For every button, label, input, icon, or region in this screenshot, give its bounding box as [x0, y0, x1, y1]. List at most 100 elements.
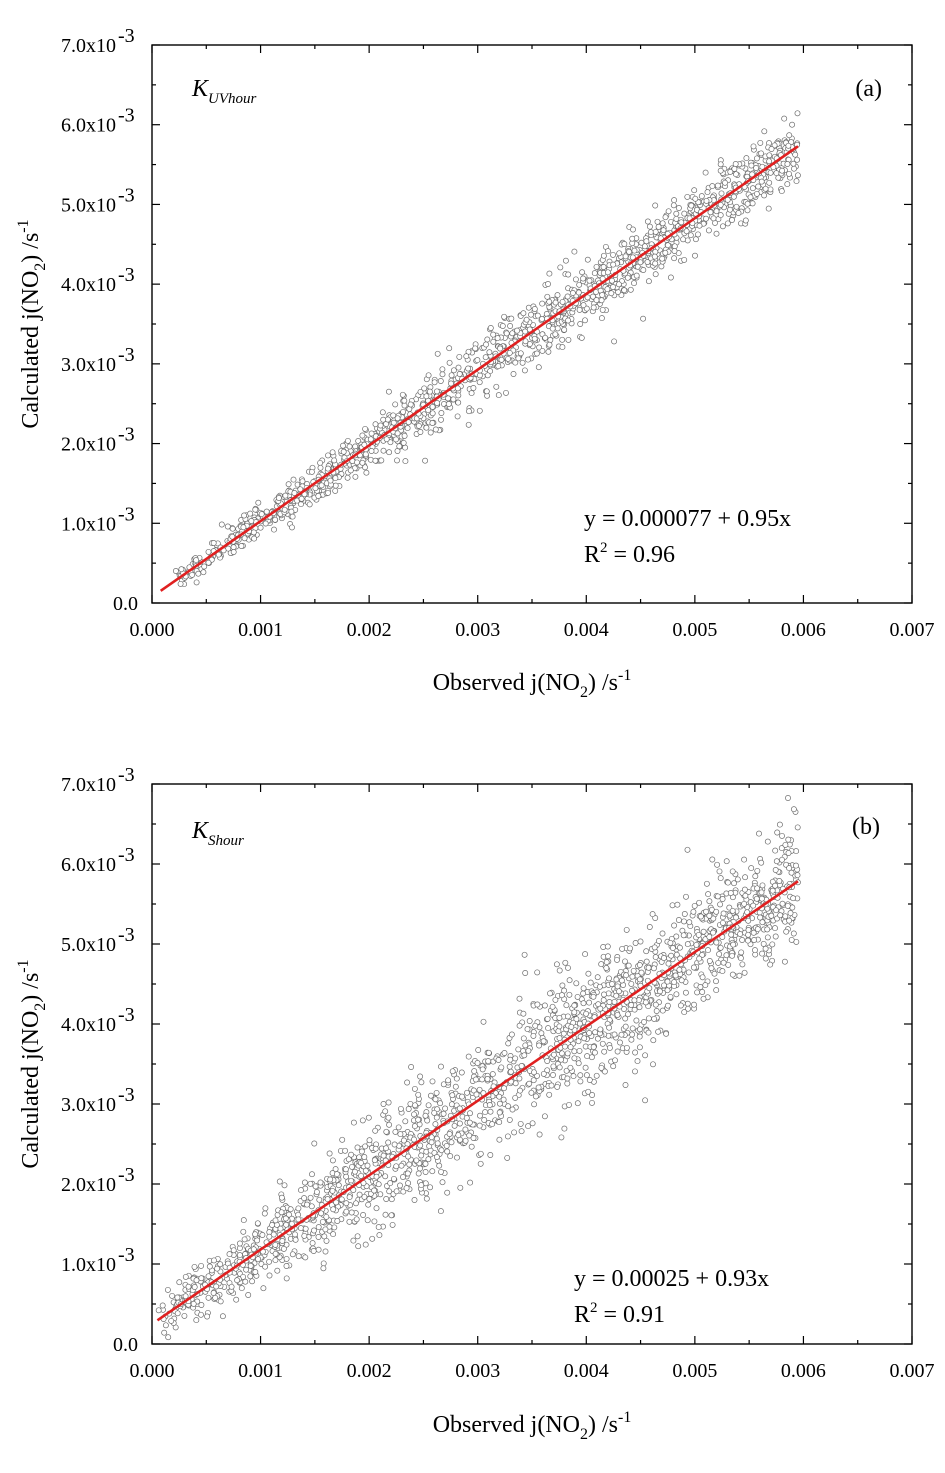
- scatter-point-a: [439, 366, 446, 373]
- scatter-point-a: [431, 379, 438, 386]
- scatter-point-a: [654, 218, 661, 225]
- scatter-point-b: [212, 1294, 219, 1301]
- scatter-point-b: [739, 961, 746, 968]
- scatter-point-a: [241, 535, 248, 542]
- scatter-point-b: [695, 931, 702, 938]
- scatter-point-b: [664, 978, 671, 985]
- scatter-point-a: [308, 468, 315, 475]
- scatter-point-a: [610, 284, 616, 290]
- scatter-point-b: [487, 1108, 494, 1115]
- scatter-point-a: [490, 331, 497, 338]
- scatter-point-b: [566, 1101, 572, 1108]
- scatter-point-b: [784, 902, 791, 909]
- scatter-point-b: [742, 892, 749, 899]
- scatter-point-b: [278, 1194, 285, 1201]
- scatter-point-b: [464, 1089, 470, 1096]
- scatter-point-b: [362, 1241, 369, 1248]
- scatter-point-a: [340, 442, 346, 449]
- scatter-point-b: [571, 1048, 578, 1055]
- scatter-point-a: [579, 269, 586, 276]
- scatter-point-b: [468, 1143, 475, 1150]
- scatter-point-b: [725, 961, 732, 968]
- scatter-point-b: [580, 990, 587, 997]
- scatter-point-b: [295, 1205, 302, 1212]
- scatter-point-a: [640, 315, 647, 322]
- scatter-point-a: [610, 251, 616, 258]
- scatter-point-a: [522, 338, 529, 345]
- x-tick-label-b: 0.006: [781, 1360, 826, 1382]
- scatter-point-b: [311, 1227, 317, 1234]
- scatter-point-b: [362, 1167, 369, 1174]
- scatter-point-b: [730, 941, 737, 948]
- x-tick-label-b: 0.004: [564, 1360, 609, 1382]
- scatter-point-a: [779, 167, 786, 174]
- scatter-point-a: [598, 297, 605, 304]
- scatter-point-b: [349, 1163, 355, 1170]
- scatter-point-b: [334, 1218, 341, 1224]
- scatter-point-b: [254, 1220, 261, 1227]
- scatter-point-a: [564, 293, 571, 300]
- scatter-point-a: [583, 305, 590, 312]
- scatter-point-a: [514, 327, 521, 334]
- scatter-point-b: [428, 1139, 435, 1146]
- scatter-point-b: [205, 1294, 212, 1301]
- scatter-point-b: [783, 928, 790, 935]
- scatter-point-a: [578, 334, 585, 341]
- scatter-point-a: [272, 516, 279, 523]
- k-label-b: KShour: [191, 818, 244, 849]
- scatter-point-b: [632, 1068, 638, 1075]
- scatter-point-b: [442, 1105, 449, 1112]
- scatter-point-b: [433, 1154, 440, 1160]
- scatter-point-b: [633, 1017, 640, 1024]
- scatter-point-a: [368, 430, 375, 437]
- scatter-point-b: [645, 964, 652, 971]
- scatter-point-b: [750, 902, 757, 909]
- scatter-point-b: [573, 980, 580, 987]
- x-tick-label-b: 0.002: [347, 1360, 392, 1382]
- scatter-point-b: [706, 933, 713, 940]
- y-tick-label-a: 5.0x10: [61, 194, 116, 216]
- scatter-point-b: [566, 991, 573, 998]
- scatter-point-b: [408, 1064, 415, 1070]
- scatter-point-b: [663, 1030, 670, 1037]
- scatter-point-a: [691, 187, 698, 194]
- scatter-point-b: [703, 908, 709, 915]
- scatter-point-b: [516, 1075, 523, 1082]
- scatter-point-a: [547, 337, 554, 343]
- scatter-point-b: [198, 1311, 204, 1318]
- scatter-point-a: [195, 570, 202, 577]
- scatter-point-a: [484, 372, 491, 379]
- scatter-point-a: [626, 248, 633, 255]
- scatter-point-b: [228, 1283, 235, 1290]
- scatter-point-a: [255, 499, 262, 506]
- scatter-point-b: [554, 1083, 561, 1090]
- scatter-point-b: [282, 1215, 289, 1222]
- scatter-point-b: [717, 875, 724, 882]
- scatter-point-b: [794, 824, 801, 831]
- scatter-point-b: [446, 1131, 453, 1137]
- scatter-point-b: [760, 940, 767, 947]
- scatter-point-b: [669, 945, 676, 951]
- scatter-point-b: [254, 1237, 261, 1244]
- scatter-point-b: [625, 962, 632, 969]
- scatter-point-b: [546, 1091, 553, 1098]
- scatter-point-a: [396, 443, 403, 450]
- scatter-point-a: [544, 293, 551, 300]
- y-tick-exponent-a: -3: [118, 25, 135, 47]
- scatter-point-b: [243, 1266, 250, 1273]
- scatter-point-a: [429, 403, 436, 410]
- scatter-point-b: [240, 1217, 247, 1224]
- scatter-point-b: [261, 1210, 268, 1217]
- scatter-point-b: [540, 1038, 547, 1045]
- scatter-point-a: [291, 490, 298, 496]
- scatter-point-b: [790, 806, 797, 813]
- scatter-point-a: [362, 425, 369, 432]
- scatter-point-b: [508, 1031, 515, 1038]
- scatter-point-b: [214, 1265, 221, 1272]
- scatter-point-a: [238, 543, 245, 549]
- scatter-point-a: [423, 393, 430, 400]
- scatter-point-b: [729, 971, 736, 978]
- scatter-point-b: [603, 965, 610, 971]
- scatter-point-a: [631, 247, 638, 254]
